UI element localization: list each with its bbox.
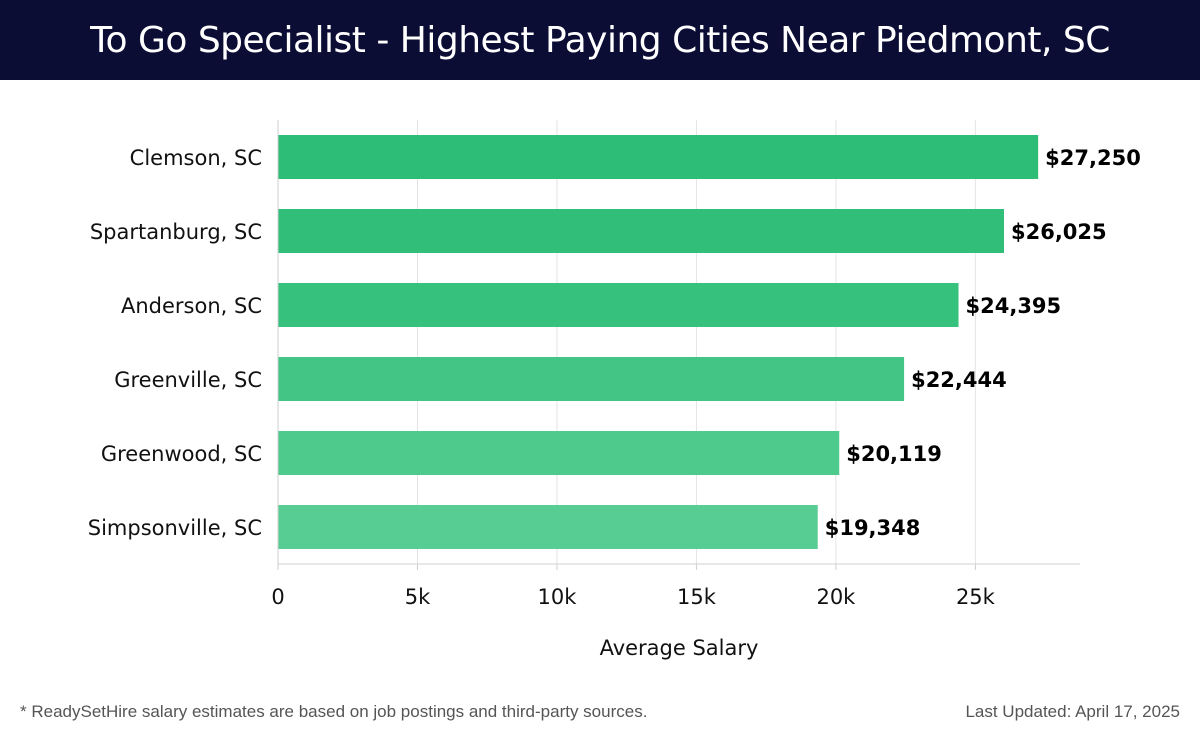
category-label: Anderson, SC [121, 294, 262, 318]
category-label: Greenwood, SC [101, 442, 262, 466]
value-label: $22,444 [911, 368, 1007, 392]
x-tick-label: 0 [271, 585, 284, 609]
value-label: $27,250 [1045, 146, 1141, 170]
category-label: Greenville, SC [114, 368, 262, 392]
value-label: $24,395 [966, 294, 1062, 318]
bar[interactable] [278, 283, 959, 327]
category-label: Clemson, SC [130, 146, 262, 170]
value-label: $20,119 [846, 442, 942, 466]
value-label: $26,025 [1011, 220, 1107, 244]
chart-header: To Go Specialist - Highest Paying Cities… [0, 0, 1200, 80]
bar[interactable] [278, 505, 818, 549]
x-tick-label: 20k [816, 585, 856, 609]
value-label: $19,348 [825, 516, 921, 540]
bar[interactable] [278, 357, 905, 401]
chart-title: To Go Specialist - Highest Paying Cities… [90, 19, 1110, 61]
bar[interactable] [278, 135, 1039, 179]
bar[interactable] [278, 431, 840, 475]
x-tick-label: 5k [405, 585, 431, 609]
bar-chart: Clemson, SC $27,250 Spartanburg, SC $26,025… [88, 120, 1141, 660]
x-axis-title: Average Salary [600, 636, 759, 660]
x-tick-label: 25k [956, 585, 996, 609]
bar[interactable] [278, 209, 1004, 253]
category-label: Spartanburg, SC [90, 220, 262, 244]
last-updated: Last Updated: April 17, 2025 [965, 702, 1180, 721]
x-tick-label: 10k [538, 585, 578, 609]
category-label: Simpsonville, SC [88, 516, 262, 540]
x-tick-label: 15k [677, 585, 717, 609]
footnote: * ReadySetHire salary estimates are base… [20, 702, 648, 721]
